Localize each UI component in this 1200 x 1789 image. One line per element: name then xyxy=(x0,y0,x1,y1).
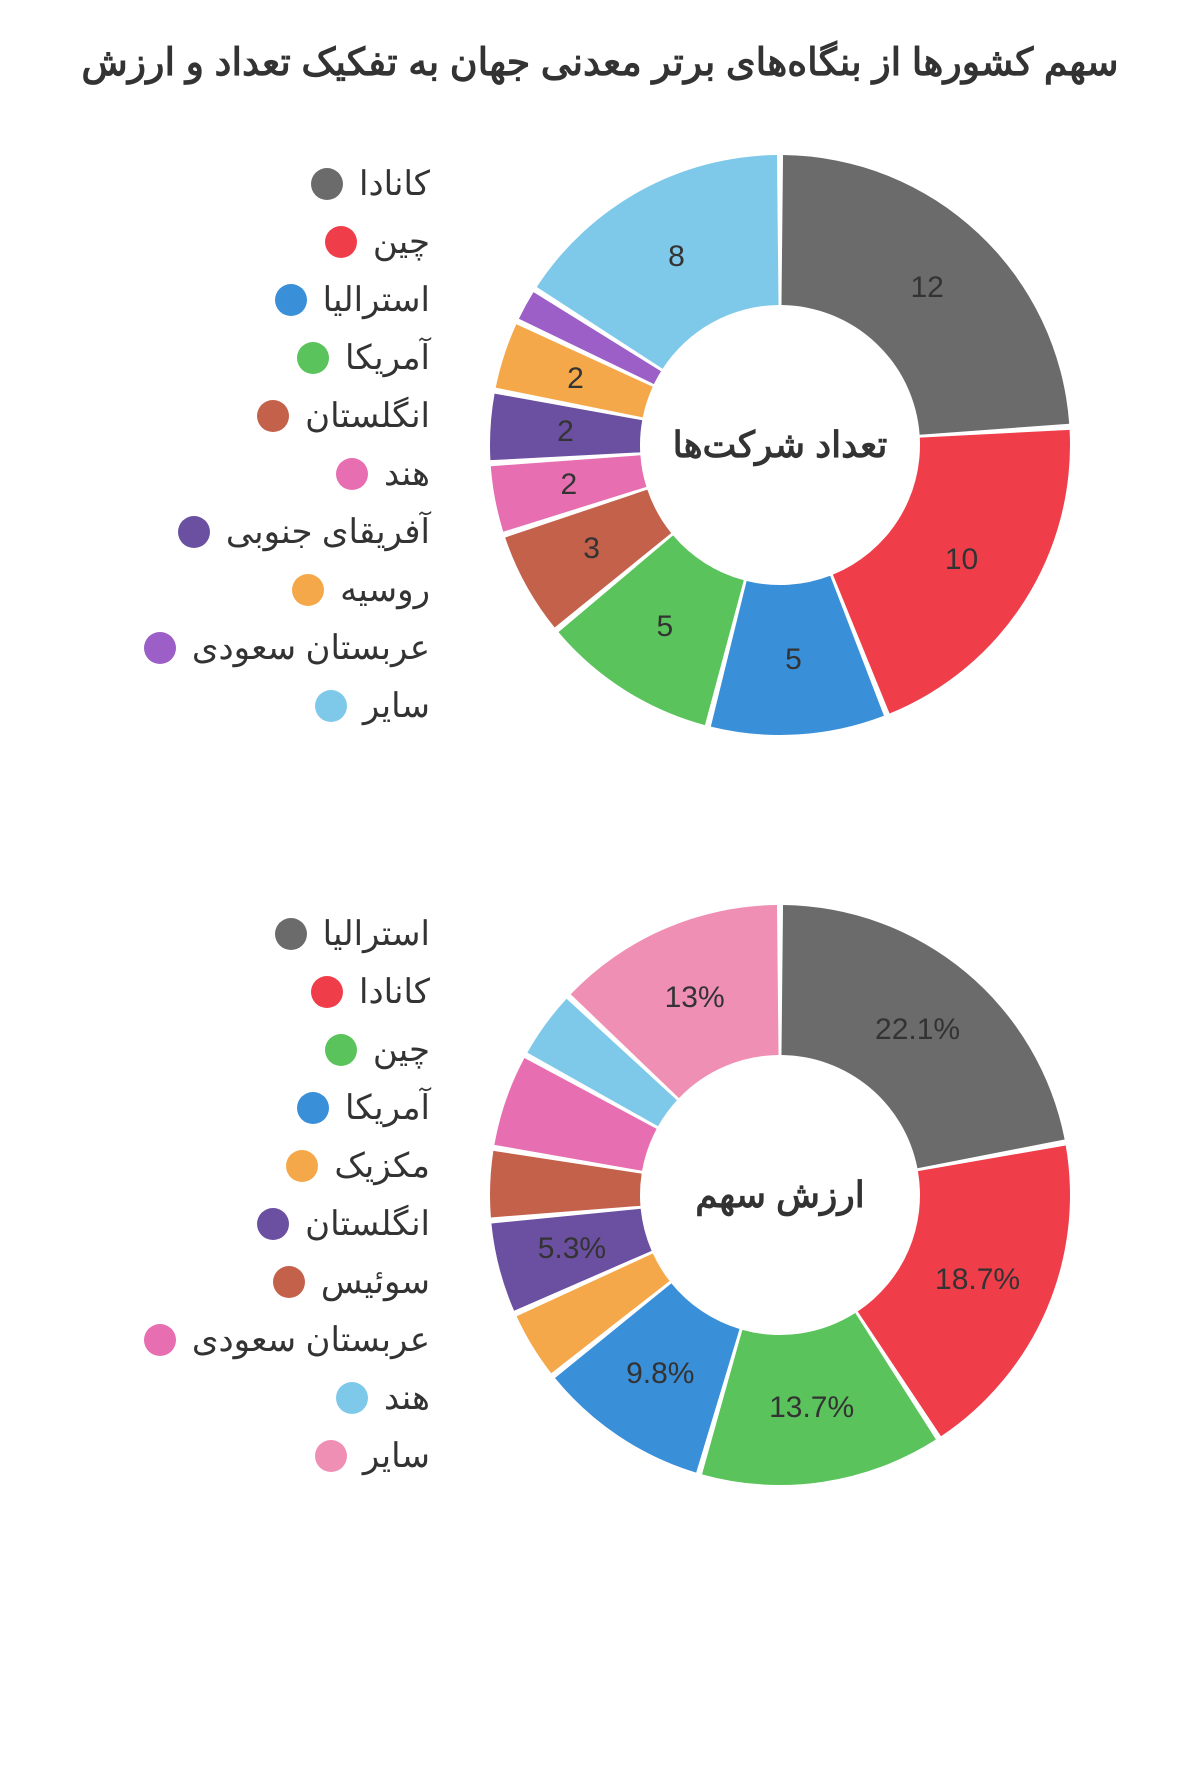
legend-dot xyxy=(275,284,307,316)
legend-dot xyxy=(325,226,357,258)
legend-dot xyxy=(144,632,176,664)
legend-item: کانادا xyxy=(110,972,430,1012)
chart1-donut: تعداد شرکت‌ها 12105532228 xyxy=(470,135,1090,755)
legend-item: چین xyxy=(110,222,430,262)
legend-label: استرالیا xyxy=(323,280,430,320)
legend-item: آمریکا xyxy=(110,1088,430,1128)
slice-label: 5.3% xyxy=(538,1232,606,1266)
legend-item: انگلستان xyxy=(110,1204,430,1244)
slice-label: 2 xyxy=(560,468,577,502)
legend-label: سوئیس xyxy=(321,1262,430,1302)
legend-dot xyxy=(144,1324,176,1356)
slice-label: 2 xyxy=(567,362,584,396)
chart2-block: استرالیا کانادا چین آمریکا مکزیک انگلستان سوئی… xyxy=(0,885,1200,1505)
slice-label: 13% xyxy=(665,981,725,1015)
legend-label: هند xyxy=(384,1378,430,1418)
legend-label: انگلستان xyxy=(305,1204,430,1244)
legend-item: کانادا xyxy=(110,164,430,204)
legend-item: آمریکا xyxy=(110,338,430,378)
legend-dot xyxy=(311,976,343,1008)
chart2-center-label: ارزش سهم xyxy=(695,1174,864,1216)
chart1-center-label: تعداد شرکت‌ها xyxy=(673,424,888,466)
legend-label: استرالیا xyxy=(323,914,430,954)
legend-dot xyxy=(297,342,329,374)
legend-dot xyxy=(315,1440,347,1472)
slice-label: 3 xyxy=(583,532,600,566)
legend-dot xyxy=(257,400,289,432)
legend-item: سوئیس xyxy=(110,1262,430,1302)
legend-label: کانادا xyxy=(359,164,430,204)
legend-dot xyxy=(315,690,347,722)
legend-item: آفریقای جنوبی xyxy=(110,512,430,552)
slice-label: 8 xyxy=(668,240,685,274)
legend-label: انگلستان xyxy=(305,396,430,436)
legend-item: مکزیک xyxy=(110,1146,430,1186)
legend-dot xyxy=(273,1266,305,1298)
chart1-block: کانادا چین استرالیا آمریکا انگلستان هند آفریقا… xyxy=(0,135,1200,755)
legend-label: سایر xyxy=(363,686,430,726)
legend-dot xyxy=(336,1382,368,1414)
legend-item: سایر xyxy=(110,1436,430,1476)
chart2-legend: استرالیا کانادا چین آمریکا مکزیک انگلستان سوئی… xyxy=(110,914,430,1476)
legend-item: استرالیا xyxy=(110,914,430,954)
legend-item: سایر xyxy=(110,686,430,726)
legend-item: عربستان سعودی xyxy=(110,628,430,668)
legend-dot xyxy=(311,168,343,200)
legend-item: استرالیا xyxy=(110,280,430,320)
slice-label: 9.8% xyxy=(626,1357,694,1391)
legend-label: چین xyxy=(373,1030,430,1070)
chart2-donut: ارزش سهم 22.1% 18.7% 13.7% 9.8% 5.3% 13% xyxy=(470,885,1090,1505)
legend-item: انگلستان xyxy=(110,396,430,436)
legend-label: هند xyxy=(384,454,430,494)
legend-label: عربستان سعودی xyxy=(192,628,430,668)
legend-dot xyxy=(325,1034,357,1066)
slice-label: 5 xyxy=(656,610,673,644)
legend-dot xyxy=(336,458,368,490)
slice-label: 13.7% xyxy=(769,1391,854,1425)
legend-label: آمریکا xyxy=(345,1088,430,1128)
slice-label: 12 xyxy=(910,271,943,305)
chart1-legend: کانادا چین استرالیا آمریکا انگلستان هند آفریقا… xyxy=(110,164,430,726)
legend-item: هند xyxy=(110,1378,430,1418)
legend-label: مکزیک xyxy=(334,1146,430,1186)
legend-item: هند xyxy=(110,454,430,494)
legend-label: کانادا xyxy=(359,972,430,1012)
legend-dot xyxy=(297,1092,329,1124)
slice-label: 10 xyxy=(945,543,978,577)
legend-dot xyxy=(292,574,324,606)
legend-label: عربستان سعودی xyxy=(192,1320,430,1360)
legend-dot xyxy=(257,1208,289,1240)
legend-item: عربستان سعودی xyxy=(110,1320,430,1360)
legend-dot xyxy=(286,1150,318,1182)
slice-label: 22.1% xyxy=(875,1013,960,1047)
slice-label: 5 xyxy=(785,643,802,677)
page-title: سهم کشورها از بنگاه‌های برتر معدنی جهان … xyxy=(0,0,1200,105)
legend-label: چین xyxy=(373,222,430,262)
legend-dot xyxy=(178,516,210,548)
slice-label: 2 xyxy=(557,415,574,449)
legend-item: روسیه xyxy=(110,570,430,610)
legend-label: سایر xyxy=(363,1436,430,1476)
slice-label: 18.7% xyxy=(935,1263,1020,1297)
legend-dot xyxy=(275,918,307,950)
legend-label: آفریقای جنوبی xyxy=(226,512,430,552)
legend-label: روسیه xyxy=(340,570,430,610)
legend-label: آمریکا xyxy=(345,338,430,378)
legend-item: چین xyxy=(110,1030,430,1070)
